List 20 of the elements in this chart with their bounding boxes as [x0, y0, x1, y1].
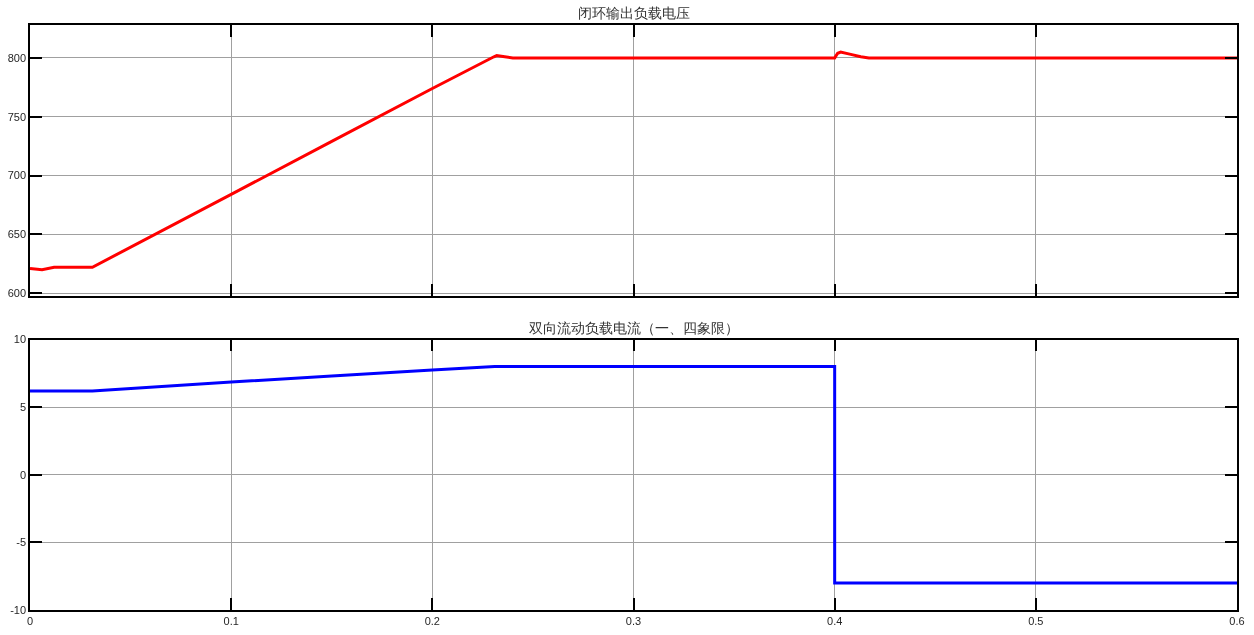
- y-tick-label: 700: [7, 169, 27, 182]
- x-tick-label: 0.6: [1229, 614, 1245, 627]
- x-tick-label: 0.5: [1028, 614, 1044, 627]
- line-series: [30, 50, 1237, 272]
- y-tick-label: 800: [7, 51, 27, 64]
- y-tick-label: 0: [19, 468, 27, 481]
- chart-title: 双向流动负载电流（一、四象限）: [529, 321, 739, 336]
- x-tick-label: 0.2: [424, 614, 440, 627]
- chart-title: 闭环输出负载电压: [578, 6, 690, 21]
- x-tick-label: 0.1: [223, 614, 239, 627]
- y-tick-label: 5: [19, 400, 27, 413]
- y-tick-label: 600: [7, 287, 27, 299]
- y-tick-label: 750: [7, 110, 27, 123]
- line-series: [30, 365, 1237, 585]
- x-tick-label: 0.4: [827, 614, 843, 627]
- y-tick-label: -5: [16, 536, 27, 549]
- x-tick-label: 0.3: [625, 614, 642, 627]
- y-tick-label: 650: [7, 228, 27, 241]
- y-tick-label: 10: [13, 333, 27, 346]
- y-tick-label: -10: [10, 603, 27, 616]
